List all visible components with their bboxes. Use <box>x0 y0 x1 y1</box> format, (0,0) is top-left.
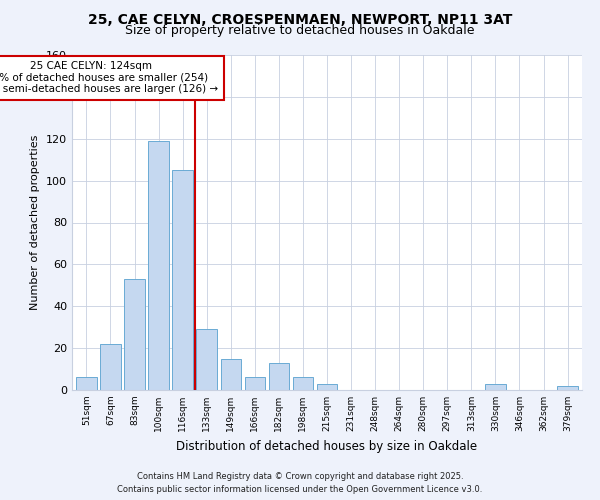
Bar <box>245 378 265 390</box>
Bar <box>100 344 121 390</box>
Bar <box>269 363 289 390</box>
Bar <box>196 330 217 390</box>
Bar <box>172 170 193 390</box>
Bar <box>221 358 241 390</box>
X-axis label: Distribution of detached houses by size in Oakdale: Distribution of detached houses by size … <box>176 440 478 452</box>
Text: Size of property relative to detached houses in Oakdale: Size of property relative to detached ho… <box>125 24 475 37</box>
Y-axis label: Number of detached properties: Number of detached properties <box>31 135 40 310</box>
Text: 25 CAE CELYN: 124sqm
← 66% of detached houses are smaller (254)
33% of semi-deta: 25 CAE CELYN: 124sqm ← 66% of detached h… <box>0 62 218 94</box>
Bar <box>124 279 145 390</box>
Bar <box>293 378 313 390</box>
Bar <box>557 386 578 390</box>
Text: 25, CAE CELYN, CROESPENMAEN, NEWPORT, NP11 3AT: 25, CAE CELYN, CROESPENMAEN, NEWPORT, NP… <box>88 12 512 26</box>
Text: Contains HM Land Registry data © Crown copyright and database right 2025.
Contai: Contains HM Land Registry data © Crown c… <box>118 472 482 494</box>
Bar <box>148 141 169 390</box>
Bar <box>485 384 506 390</box>
Bar <box>317 384 337 390</box>
Bar <box>76 378 97 390</box>
